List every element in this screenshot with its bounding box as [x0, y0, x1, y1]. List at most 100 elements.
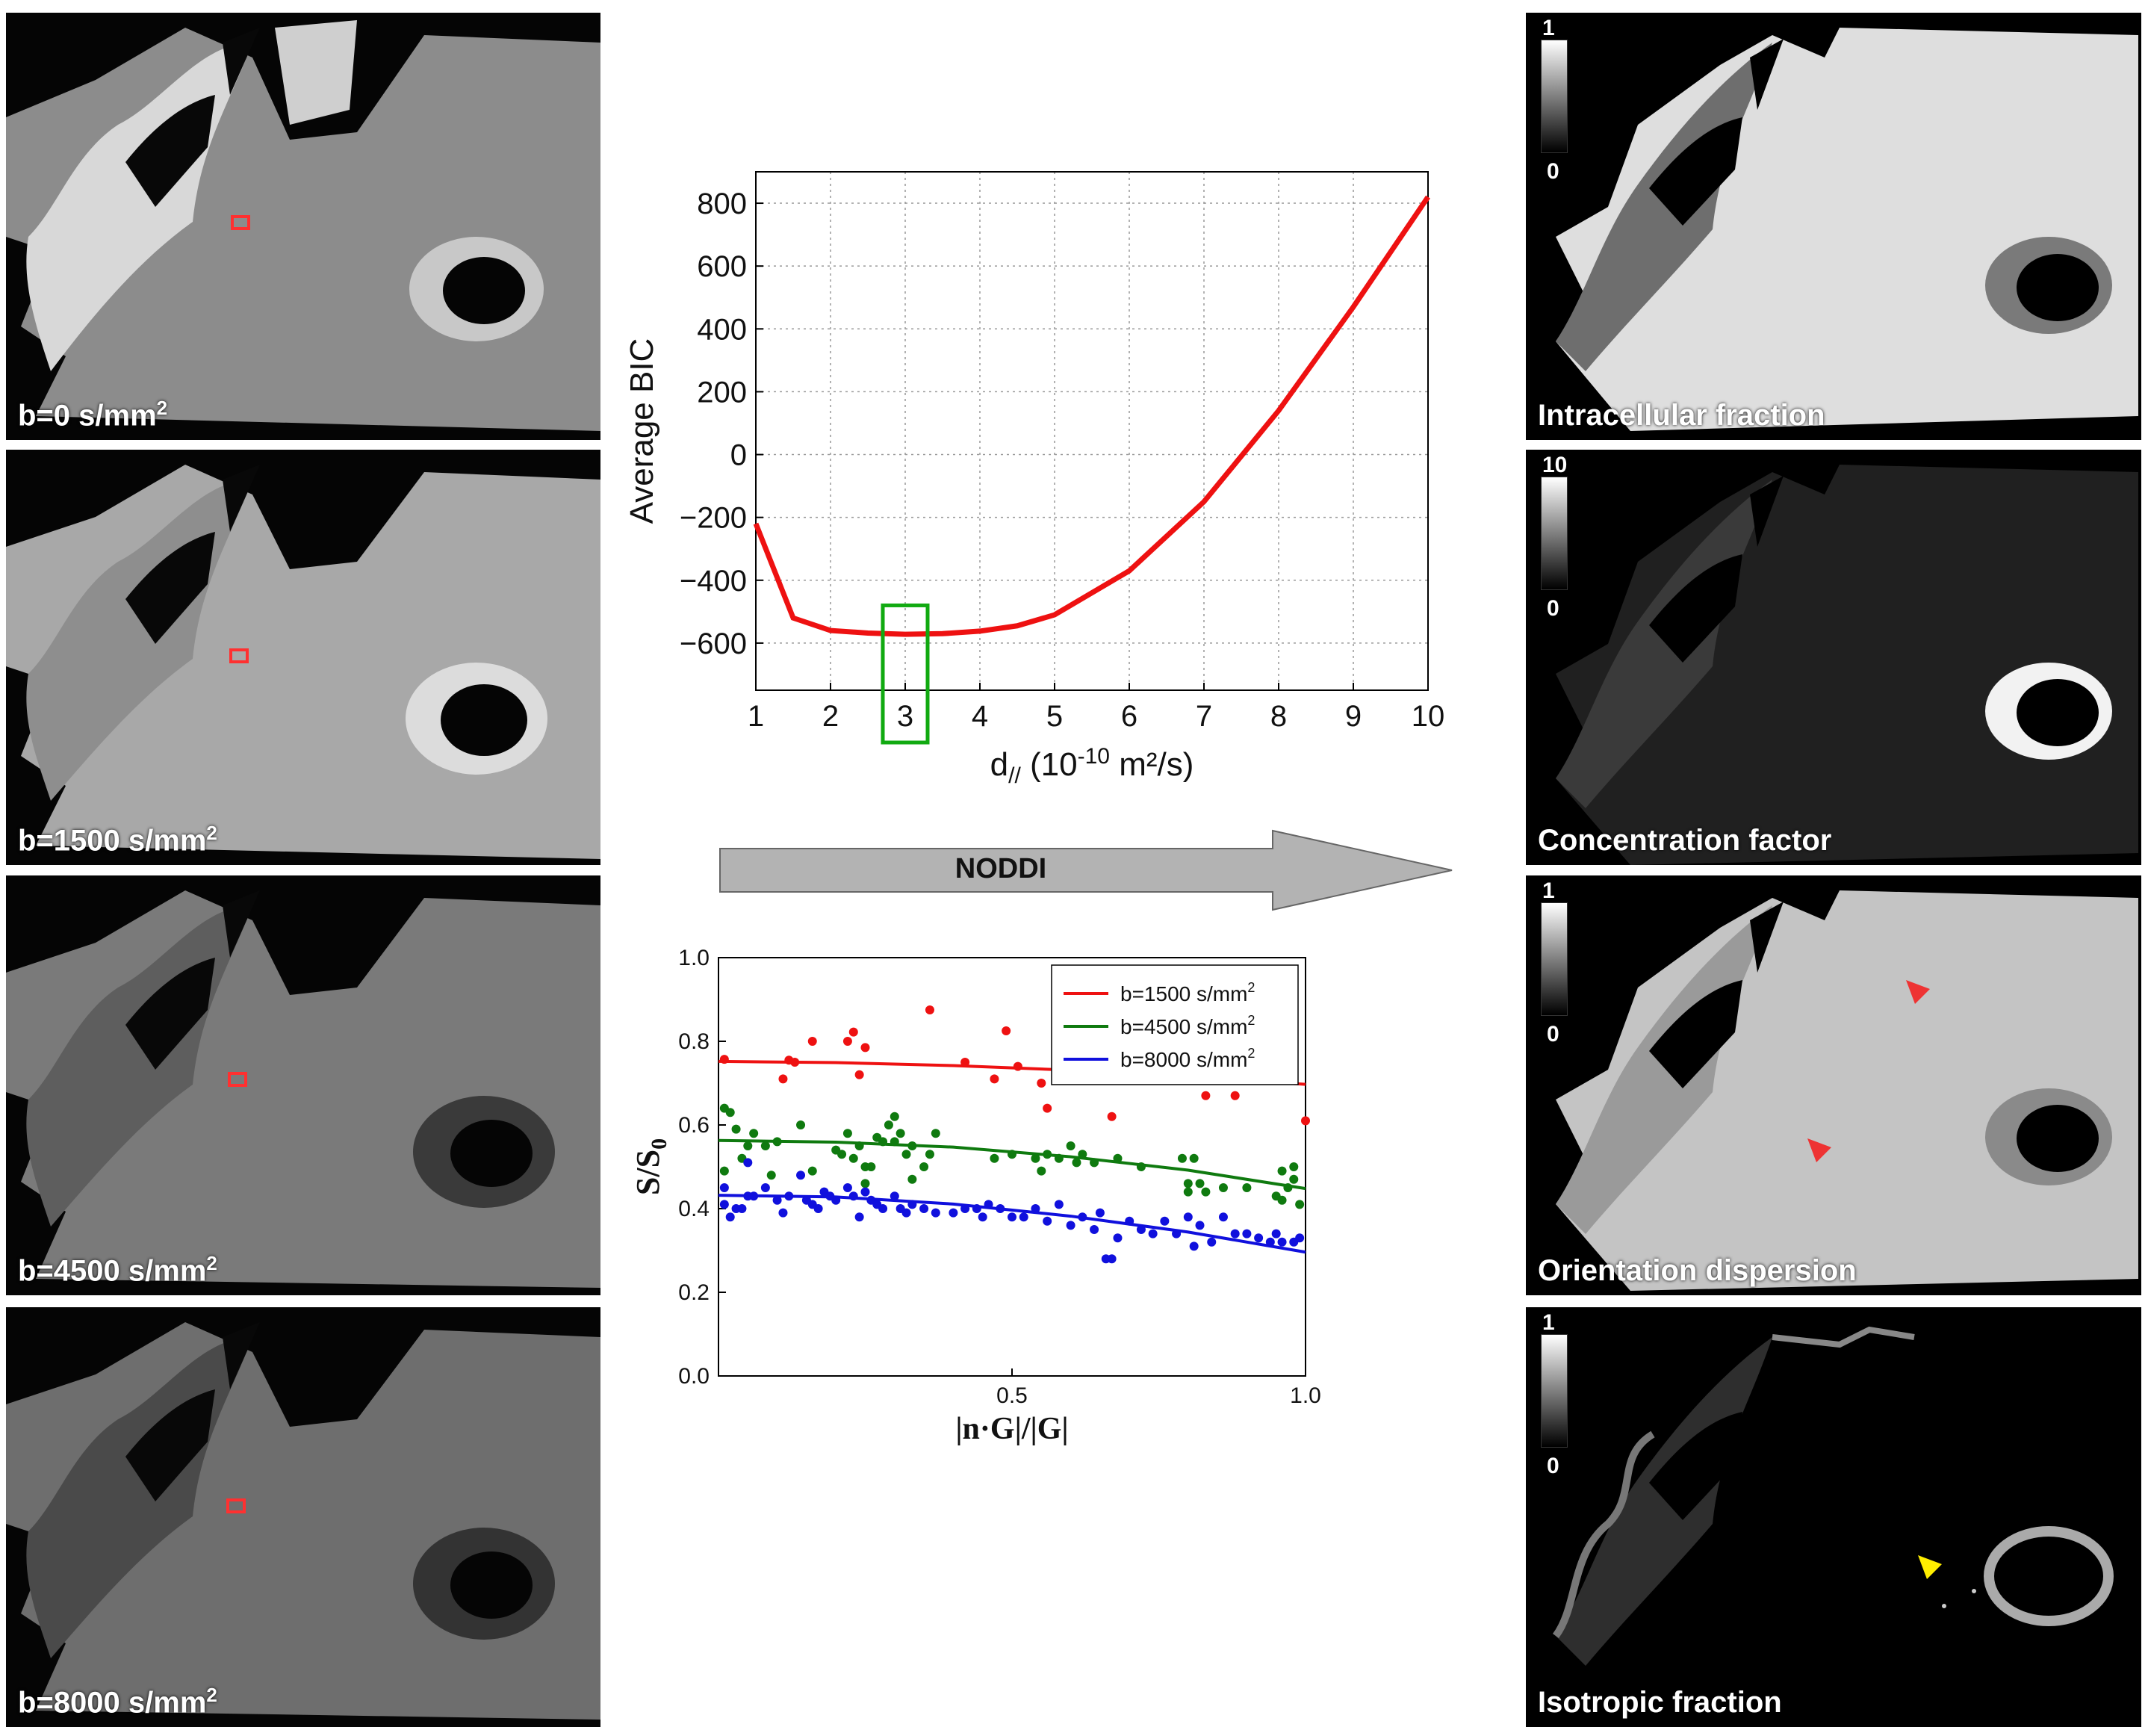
data-point — [919, 1204, 929, 1213]
panel-label: Isotropic fraction — [1538, 1686, 1782, 1719]
x-tick-label: 8 — [1270, 700, 1287, 733]
y-axis-label: Average BIC — [624, 338, 660, 524]
data-point — [743, 1158, 753, 1168]
data-point — [1019, 1212, 1028, 1222]
data-point — [807, 1166, 817, 1176]
data-point — [1218, 1212, 1228, 1222]
x-tick-label: 6 — [1121, 700, 1137, 733]
roi-box — [228, 1072, 247, 1087]
x-tick-label: 3 — [897, 700, 913, 733]
data-point — [1242, 1229, 1252, 1239]
data-point — [919, 1162, 929, 1171]
y-tick-label: 0.2 — [678, 1280, 710, 1305]
data-point — [842, 1183, 852, 1192]
data-point — [1195, 1221, 1205, 1230]
dwi-panel-b4500: b=4500 s/mm2 — [6, 875, 600, 1295]
data-point — [907, 1174, 917, 1184]
data-point — [960, 1204, 970, 1213]
data-point — [1230, 1091, 1240, 1100]
data-point — [978, 1212, 987, 1222]
data-point — [1113, 1233, 1123, 1243]
data-point — [1230, 1229, 1240, 1239]
noddi-arrow: NODDI — [717, 829, 1456, 911]
data-point — [1277, 1166, 1287, 1176]
data-point — [1207, 1237, 1217, 1247]
data-point — [784, 1191, 794, 1201]
colorbar-min-label: 0 — [1547, 1022, 1559, 1047]
data-point — [772, 1195, 782, 1205]
data-point — [1008, 1212, 1016, 1222]
data-point — [790, 1058, 800, 1067]
data-point — [1066, 1141, 1075, 1150]
data-point — [925, 1150, 934, 1159]
colorbar-max-label: 1 — [1542, 1310, 1555, 1335]
data-point — [860, 1043, 870, 1053]
data-point — [1183, 1179, 1193, 1188]
brain-slice-image — [1526, 450, 2141, 865]
brain-slice-image — [1526, 875, 2141, 1295]
data-point — [984, 1200, 993, 1209]
data-point — [1078, 1150, 1087, 1159]
data-point — [842, 1129, 852, 1138]
map-panel-isotropic: 1 0 Isotropic fraction — [1526, 1307, 2141, 1727]
data-point — [1172, 1229, 1182, 1239]
x-tick-label: 10 — [1412, 700, 1445, 733]
data-point — [890, 1137, 899, 1147]
data-point — [1031, 1204, 1040, 1213]
y-axis-label: S/S0 — [630, 1138, 671, 1195]
x-tick-label: 1.0 — [1290, 1383, 1321, 1408]
roi-box — [231, 215, 250, 230]
data-point — [1195, 1179, 1205, 1188]
data-point — [719, 1183, 729, 1192]
data-point — [1095, 1208, 1105, 1218]
data-point — [1283, 1183, 1293, 1192]
data-point — [890, 1112, 899, 1121]
data-point — [854, 1070, 864, 1079]
data-point — [925, 1005, 934, 1014]
panel-label: Intracellular fraction — [1538, 399, 1825, 432]
data-point — [1008, 1150, 1016, 1159]
red-arrowhead-marker — [1807, 1138, 1831, 1162]
data-point — [854, 1141, 864, 1150]
x-tick-label: 5 — [1046, 700, 1063, 733]
data-point — [731, 1124, 741, 1134]
data-point — [1183, 1187, 1193, 1197]
y-tick-label: 0.6 — [678, 1113, 710, 1138]
roi-box — [226, 1498, 246, 1513]
data-point — [1125, 1216, 1134, 1226]
bic-series-line — [753, 195, 1430, 637]
dwi-panel-b8000: b=8000 s/mm2 — [6, 1307, 600, 1727]
legend-label: b=1500 s/mm2 — [1120, 980, 1255, 1005]
chart-legend: b=1500 s/mm2 b=4500 s/mm2 b=8000 s/mm2 — [1051, 964, 1299, 1085]
legend-label: b=8000 s/mm2 — [1120, 1046, 1255, 1071]
data-point — [749, 1191, 759, 1201]
data-point — [725, 1108, 735, 1117]
data-point — [1289, 1162, 1299, 1171]
colorbar-max-label: 1 — [1542, 878, 1555, 903]
data-point — [1043, 1150, 1052, 1159]
data-point — [990, 1153, 999, 1163]
brain-slice-image — [6, 1307, 600, 1727]
fit-curve — [718, 1194, 1306, 1254]
colorbar-max-label: 1 — [1542, 16, 1555, 40]
x-tick-label: 0.5 — [996, 1383, 1028, 1408]
data-point — [760, 1141, 770, 1150]
y-tick-label: −400 — [680, 565, 747, 598]
data-point — [1218, 1183, 1228, 1192]
y-tick-label: 800 — [697, 187, 747, 220]
panel-label: Concentration factor — [1538, 824, 1832, 857]
data-point — [949, 1208, 958, 1218]
data-point — [895, 1129, 905, 1138]
brain-slice-image — [1526, 1307, 2141, 1727]
data-point — [884, 1120, 893, 1129]
colorbar-min-label: 0 — [1547, 1454, 1559, 1478]
data-point — [719, 1166, 729, 1176]
data-point — [813, 1204, 823, 1213]
data-point — [1277, 1195, 1287, 1205]
data-point — [1177, 1153, 1187, 1163]
data-point — [1107, 1254, 1117, 1264]
y-tick-label: 400 — [697, 313, 747, 346]
data-point — [848, 1027, 858, 1037]
data-point — [1107, 1112, 1117, 1121]
data-point — [831, 1195, 841, 1205]
